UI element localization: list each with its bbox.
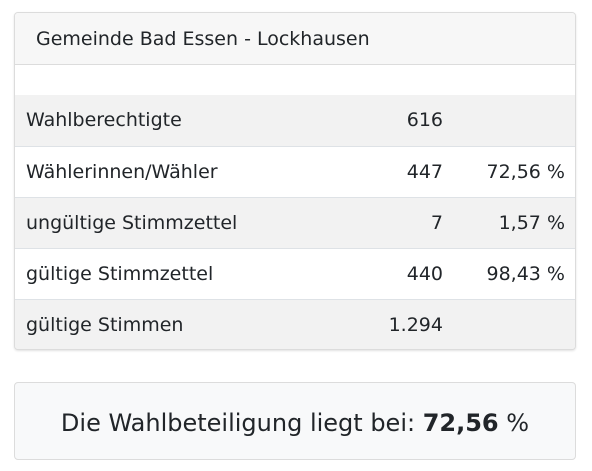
row-value: 7 [316, 196, 443, 248]
row-value: 616 [406, 109, 443, 132]
table-row-wahlberechtigte: Wahlberechtigte 616 [15, 95, 575, 146]
turnout-suffix: % [498, 409, 530, 437]
turnout-box: Die Wahlbeteiligung liegt bei: 72,56 % [14, 382, 576, 460]
row-value: 440 [316, 247, 443, 299]
turnout-prefix: Die Wahlbeteiligung liegt bei: [60, 409, 423, 437]
results-card: Gemeinde Bad Essen - Lockhausen Wahlbere… [14, 12, 576, 350]
row-percent: 1,57 % [443, 196, 575, 248]
table-row-gueltige-stimmen: gültige Stimmen 1.294 [15, 298, 575, 349]
row-value: 447 [316, 145, 443, 197]
turnout-value: 72,56 [422, 409, 499, 437]
row-label: Wahlberechtigte [26, 109, 182, 132]
row-percent [443, 95, 575, 146]
row-percent [443, 298, 575, 349]
row-label: gültige Stimmzettel [15, 247, 316, 299]
row-percent: 98,43 % [443, 247, 575, 299]
row-label: ungültige Stimmzettel [15, 196, 316, 248]
table-row-waehler: Wählerinnen/Wähler 447 72,56 % [15, 145, 575, 197]
table-row-gueltige-stimmzettel: gültige Stimmzettel 440 98,43 % [15, 247, 575, 299]
row-percent: 72,56 % [443, 145, 575, 197]
row-label: Wählerinnen/Wähler [15, 145, 316, 197]
card-spacer [15, 65, 575, 95]
card-title: Gemeinde Bad Essen - Lockhausen [15, 13, 575, 65]
results-table: Wahlberechtigte 616 Wählerinnen/Wähler 4… [15, 95, 575, 349]
table-row-ungueltige-stimmzettel: ungültige Stimmzettel 7 1,57 % [15, 196, 575, 248]
row-label: gültige Stimmen [15, 298, 316, 349]
row-value: 1.294 [316, 298, 443, 349]
